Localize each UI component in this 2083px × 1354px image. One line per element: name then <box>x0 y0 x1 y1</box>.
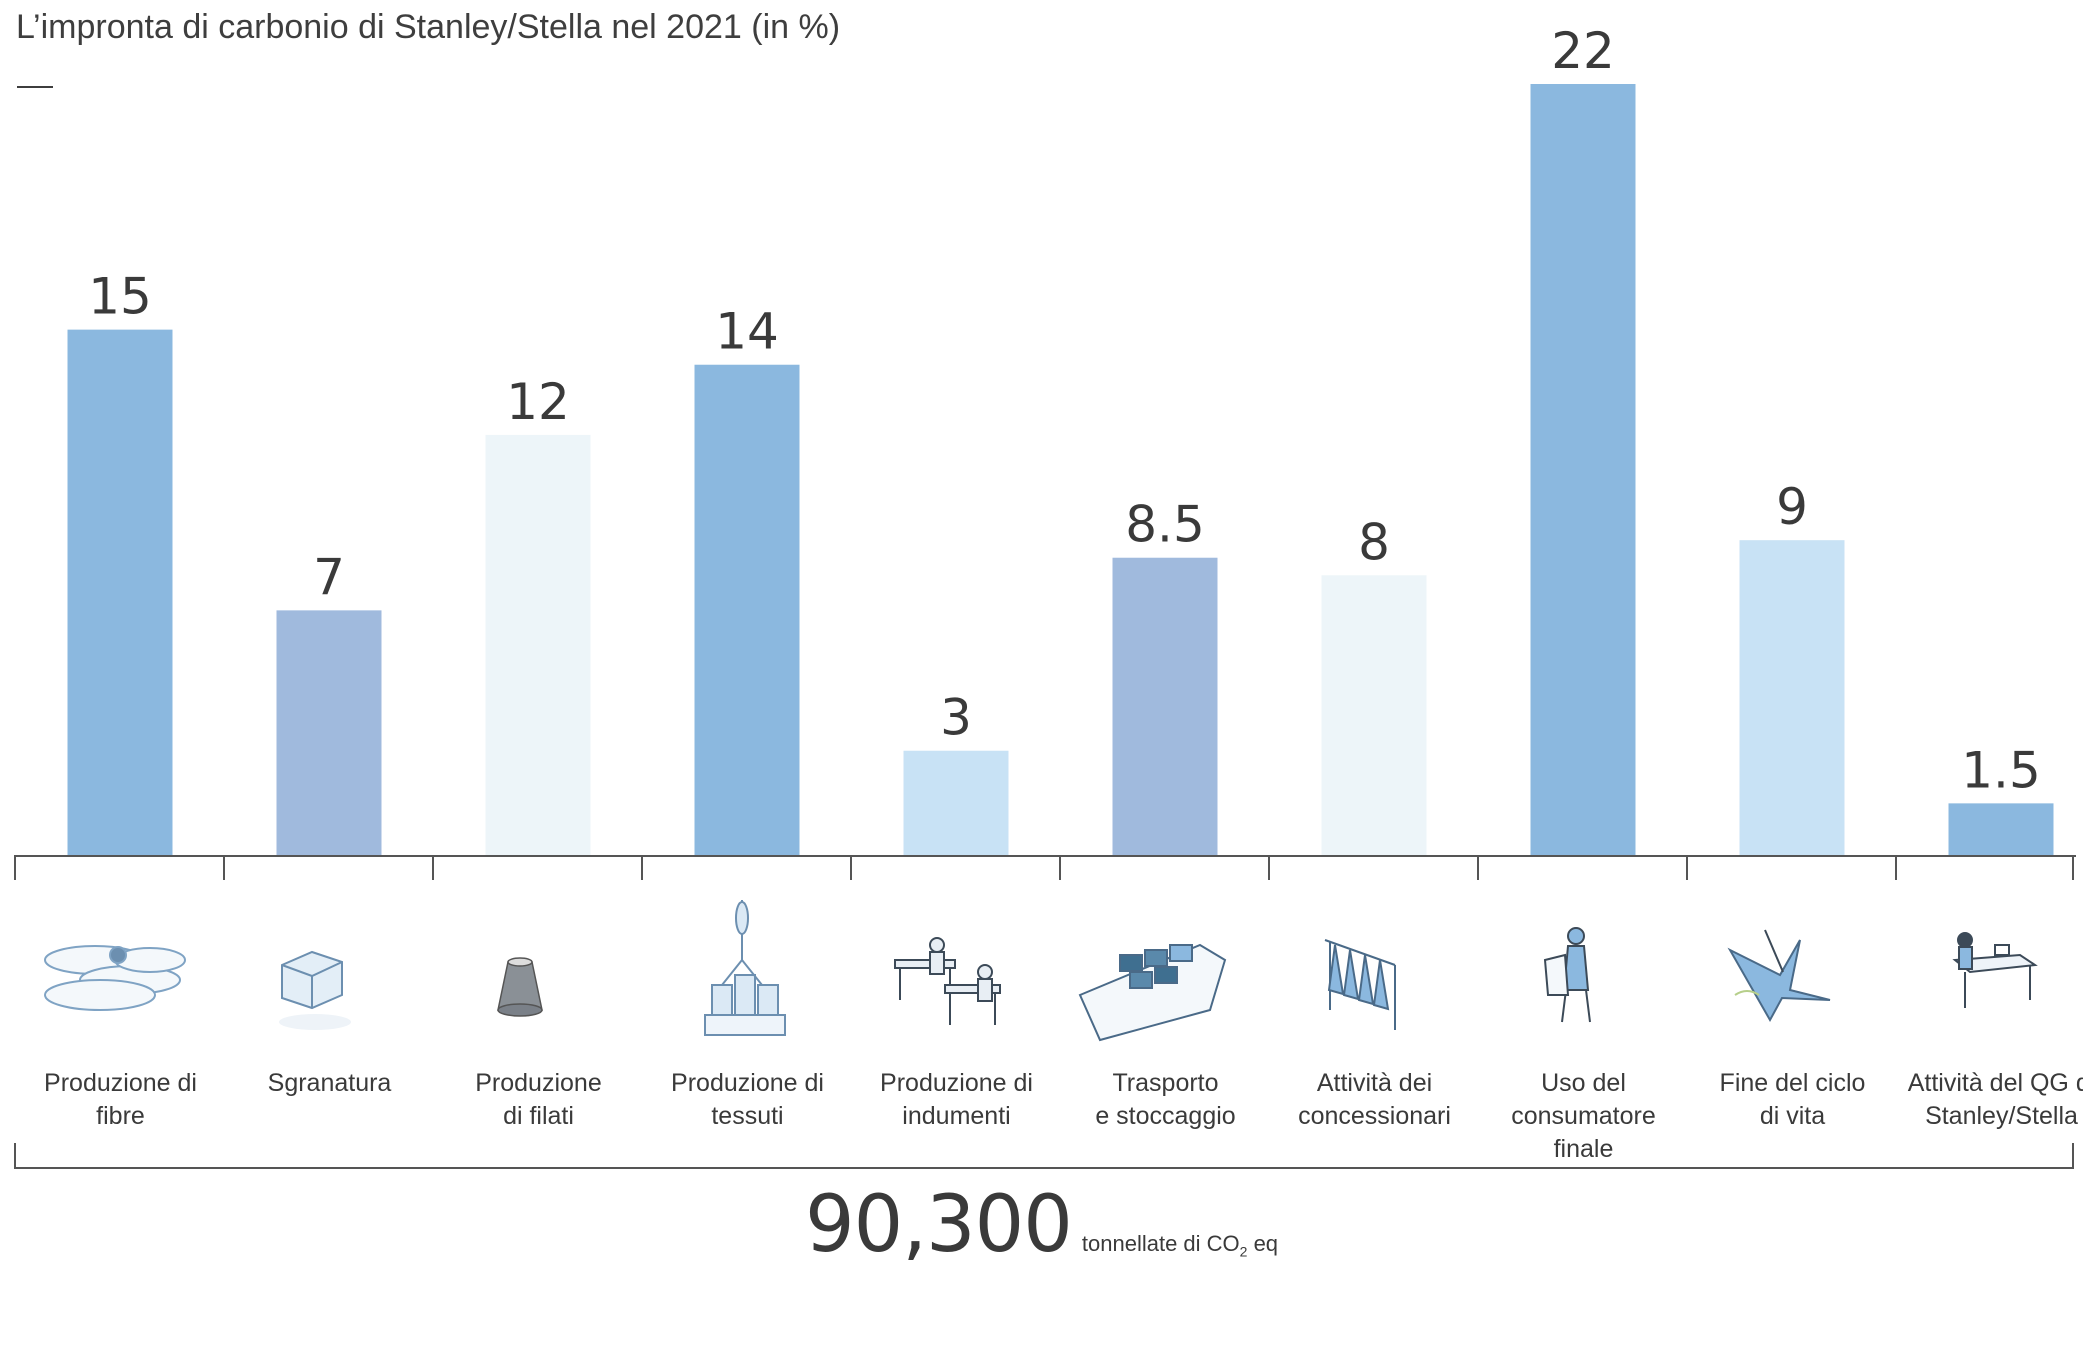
value-label-6: 8.5 <box>1125 496 1205 554</box>
category-label-line: Attività del QG di <box>1907 1069 2083 1097</box>
category-label-line: fibre <box>96 1102 145 1130</box>
end-of-life-icon <box>1727 929 1831 1023</box>
fabric-machine-icon <box>704 900 786 1036</box>
category-label-3: Produzione di filati <box>436 1067 641 1133</box>
bar-7 <box>1321 575 1427 856</box>
total-unit-prefix: tonnellate di CO <box>1081 1231 1240 1256</box>
category-label-1: Produzione di fibre <box>18 1067 223 1133</box>
yarn-spool-icon <box>497 957 543 1017</box>
value-label-8: 22 <box>1551 22 1615 80</box>
category-label-line: Attività dei <box>1316 1069 1433 1097</box>
category-label-line: Produzione di <box>44 1069 197 1097</box>
category-label-line: Trasporto <box>1112 1069 1219 1097</box>
total-value: 90,300 <box>804 1180 1073 1270</box>
consumer-icon <box>1543 927 1591 1023</box>
category-label-line: Produzione di <box>880 1069 1033 1097</box>
category-label-line: tessuti <box>711 1102 784 1130</box>
office-desk-icon <box>1952 932 2038 1008</box>
bar-9 <box>1739 540 1845 856</box>
total-unit: tonnellate di CO2 eq <box>1081 1231 1279 1260</box>
category-label-line: concessionari <box>1298 1102 1451 1130</box>
bar-10 <box>1948 803 2054 856</box>
total-bracket <box>14 1143 2074 1169</box>
category-label-4: Produzione di tessuti <box>645 1067 850 1133</box>
category-label-line: Produzione di <box>671 1069 824 1097</box>
ginning-bale-icon <box>279 950 351 1030</box>
category-label-line: Stanley/Stella <box>1925 1102 2078 1130</box>
value-label-3: 12 <box>506 373 570 431</box>
category-label-line: e stoccaggio <box>1095 1102 1236 1130</box>
category-label-5: Produzione di indumenti <box>854 1067 1059 1133</box>
category-label-line: indumenti <box>902 1102 1011 1130</box>
bar-4 <box>694 364 800 856</box>
category-label-line: di vita <box>1759 1102 1826 1130</box>
bar-6 <box>1112 557 1218 856</box>
title-dash <box>17 86 53 88</box>
bar-8 <box>1530 84 1636 856</box>
bar-1 <box>67 329 173 856</box>
category-label-8: Uso del consumatore finale <box>1481 1067 1686 1166</box>
category-label-line: consumatore finale <box>1511 1102 1656 1163</box>
total-unit-sub: 2 <box>1239 1243 1248 1260</box>
value-label-5: 3 <box>940 689 972 747</box>
cotton-bales-icon <box>44 945 186 1011</box>
category-label-6: Trasporto e stoccaggio <box>1063 1067 1268 1133</box>
category-label-line: Sgranatura <box>267 1069 392 1097</box>
cargo-ship-icon <box>1078 943 1227 1042</box>
total-unit-suffix: eq <box>1247 1231 1279 1256</box>
chart-title: L’impronta di carbonio di Stanley/Stella… <box>16 8 841 46</box>
category-label-7: Attività dei concessionari <box>1272 1067 1477 1133</box>
value-label-9: 9 <box>1776 478 1808 536</box>
bar-3 <box>485 434 591 856</box>
total-emissions: 90,300 tonnellate di CO2 eq <box>0 1180 2083 1270</box>
category-label-line: Uso del <box>1541 1069 1626 1097</box>
category-label-line: Produzione <box>475 1069 602 1097</box>
category-label-2: Sgranatura <box>227 1067 432 1100</box>
category-label-line: di filati <box>503 1102 574 1130</box>
bar-5 <box>903 750 1009 856</box>
bar-2 <box>276 610 382 856</box>
sewing-workers-icon <box>894 937 1001 1025</box>
value-label-10: 1.5 <box>1961 741 2041 799</box>
value-label-1: 15 <box>88 268 152 326</box>
category-label-line: Fine del ciclo <box>1719 1069 1866 1097</box>
clothing-rack-icon <box>1324 939 1396 1030</box>
value-label-2: 7 <box>313 548 345 606</box>
value-label-4: 14 <box>715 303 779 361</box>
value-label-7: 8 <box>1358 513 1390 571</box>
category-label-10: Attività del QG di Stanley/Stella <box>1899 1067 2083 1133</box>
category-label-9: Fine del ciclo di vita <box>1690 1067 1895 1133</box>
